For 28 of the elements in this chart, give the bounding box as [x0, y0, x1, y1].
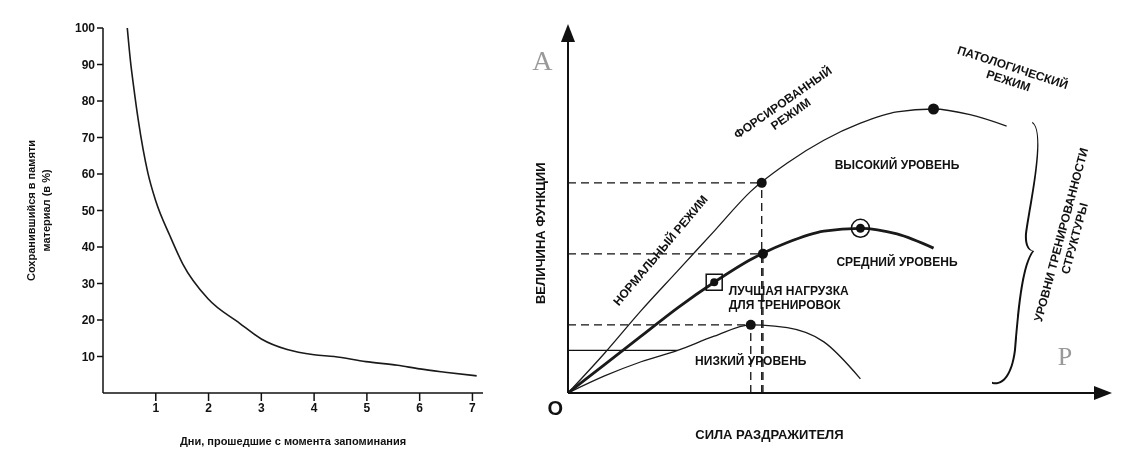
y-tick-label: 80: [81, 94, 96, 109]
y-tick-label: 10: [81, 349, 96, 364]
y-tick-label: 40: [81, 240, 96, 255]
text: A: [532, 44, 554, 76]
y-axis-title: Сохранившийся в памяти материал (в %): [25, 139, 53, 282]
x-axis-title: Дни, прошедшие с момента запоминания: [179, 434, 407, 447]
y-tick-label: 30: [81, 276, 96, 291]
x-tick-label: 4: [310, 400, 318, 415]
y-axis-title: ВЕЛИЧИНА ФУНКЦИИ: [533, 162, 549, 305]
x-tick-label: 7: [469, 400, 477, 415]
annotation: ЛУЧШАЯ НАГРУЗКА ДЛЯ ТРЕНИРОВОК: [728, 284, 850, 313]
text: O: [547, 397, 563, 420]
x-axis-title: СИЛА РАЗДРАЖИТЕЛЯ: [695, 427, 844, 443]
x-tick-label: 5: [363, 400, 371, 415]
y-tick-label: 70: [81, 130, 96, 145]
x-tick-label: 3: [257, 400, 265, 415]
y-tick-label: 20: [81, 313, 96, 328]
series-label: НИЗКИЙ УРОВЕНЬ: [695, 352, 807, 368]
y-tick-label: 100: [74, 21, 96, 36]
y-tick-label: 60: [81, 167, 96, 182]
x-tick-label: 2: [205, 400, 213, 415]
text: P: [1057, 341, 1073, 371]
series-label: ВЫСОКИЙ УРОВЕНЬ: [834, 156, 960, 172]
x-tick-label: 1: [152, 400, 160, 415]
y-tick-label: 50: [81, 203, 96, 218]
x-tick-label: 6: [416, 400, 424, 415]
text: СРЕДНИЙ УРОВЕНЬ: [836, 253, 958, 269]
y-tick-label: 90: [81, 57, 96, 72]
